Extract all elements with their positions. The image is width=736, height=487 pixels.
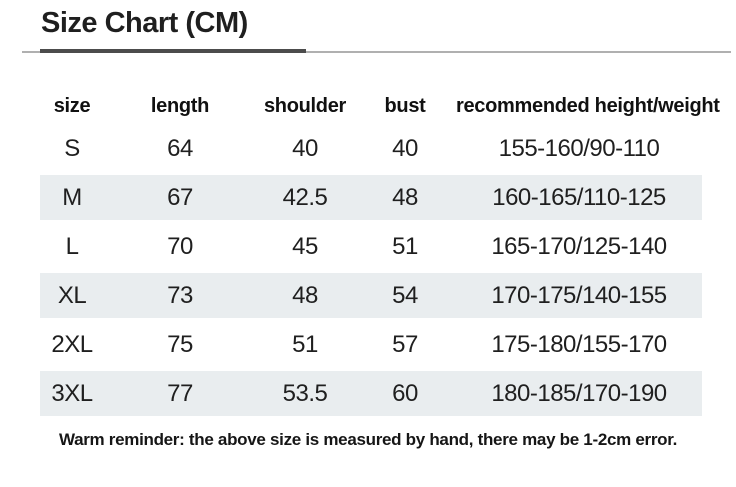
cell-shoulder: 48 (292, 281, 318, 309)
cell-shoulder: 40 (292, 134, 318, 162)
cell-size: XL (57, 281, 87, 309)
cell-bust: 51 (392, 232, 418, 260)
cell-range: 175-180/155-170 (491, 330, 667, 358)
cell-range: 165-170/125-140 (491, 232, 667, 260)
table-header-row: size length shoulder bust recommended he… (40, 86, 720, 126)
cell-bust: 57 (392, 330, 418, 358)
cell-length: 75 (167, 330, 193, 358)
cell-shoulder: 51 (292, 330, 318, 358)
cell-size: 3XL (51, 379, 93, 407)
header-recommended: recommended height/weight (456, 94, 720, 117)
title-underline-thin (22, 51, 731, 53)
header-shoulder: shoulder (263, 94, 347, 117)
header-bust: bust (384, 94, 426, 117)
cell-bust: 60 (392, 379, 418, 407)
table-row: L 70 45 51 165-170/125-140 (40, 224, 702, 269)
table-row: M 67 42.5 48 160-165/110-125 (40, 171, 702, 224)
cell-size: L (65, 232, 79, 260)
cell-bust: 54 (392, 281, 418, 309)
cell-size: M (62, 183, 82, 211)
table-row: XL 73 48 54 170-175/140-155 (40, 269, 702, 322)
cell-length: 73 (167, 281, 193, 309)
cell-range: 170-175/140-155 (491, 281, 667, 309)
cell-shoulder: 53.5 (282, 379, 328, 407)
cell-length: 77 (167, 379, 193, 407)
cell-size: S (64, 134, 80, 162)
cell-length: 67 (167, 183, 193, 211)
cell-range: 155-160/90-110 (498, 134, 660, 162)
title-underline-thick (40, 49, 306, 53)
cell-bust: 48 (392, 183, 418, 211)
cell-range: 180-185/170-190 (491, 379, 667, 407)
cell-length: 70 (167, 232, 193, 260)
cell-shoulder: 45 (292, 232, 318, 260)
header-length: length (150, 94, 210, 117)
table-row: 2XL 75 51 57 175-180/155-170 (40, 322, 702, 367)
table-row: 3XL 77 53.5 60 180-185/170-190 (40, 367, 702, 420)
table-row: S 64 40 40 155-160/90-110 (40, 126, 702, 171)
warm-reminder-note: Warm reminder: the above size is measure… (58, 430, 678, 449)
cell-shoulder: 42.5 (282, 183, 328, 211)
cell-range: 160-165/110-125 (492, 183, 666, 211)
cell-length: 64 (167, 134, 193, 162)
cell-size: 2XL (51, 330, 93, 358)
header-size: size (53, 94, 91, 117)
cell-bust: 40 (392, 134, 418, 162)
size-chart-table: size length shoulder bust recommended he… (40, 86, 720, 420)
page-title: Size Chart (CM) (41, 7, 248, 39)
